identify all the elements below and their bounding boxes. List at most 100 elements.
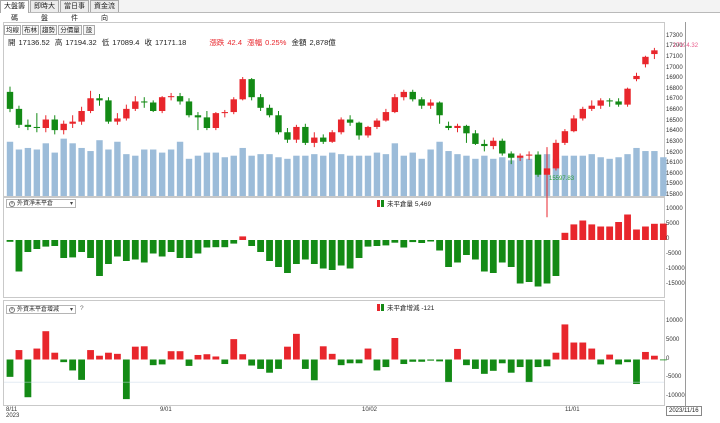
high-label: 高 — [54, 38, 63, 47]
oi-change-bar — [140, 346, 148, 360]
oi-change-bar — [579, 342, 587, 360]
oi-bar — [96, 240, 103, 276]
candle-body — [150, 102, 157, 111]
volume-bar — [552, 158, 560, 196]
subtab-price-volume[interactable]: 分價量 — [58, 25, 82, 35]
oi-change-bar — [543, 359, 551, 367]
volume-bar — [624, 154, 631, 196]
candle-body — [391, 97, 399, 113]
oi-change-bar — [328, 353, 336, 360]
subtab-ma[interactable]: 均線 — [4, 25, 21, 35]
price-y-tick: 16100 — [666, 160, 683, 167]
oi-change-bar — [122, 359, 130, 400]
volume-bar — [114, 141, 121, 196]
oi-change-bar — [212, 356, 220, 360]
oi-change-bar — [472, 359, 479, 369]
indicator2-close-icon[interactable]: × — [9, 307, 15, 313]
oi-y-tick: -15000 — [666, 281, 685, 287]
tab-realtime[interactable]: 即時大盤 — [30, 0, 59, 22]
oi-bar — [176, 240, 184, 258]
oi-bar — [543, 240, 551, 284]
indicator1-close-icon[interactable]: × — [9, 201, 15, 207]
candle-body — [597, 100, 604, 106]
volume-bar — [78, 147, 85, 196]
candle-body — [409, 91, 416, 100]
indicator1-select-label: 外資淨未平倉 — [17, 201, 54, 207]
legend-down-swatch — [381, 304, 384, 311]
oi-change-bar — [534, 359, 542, 368]
subtab-settings[interactable]: 設 — [83, 25, 95, 35]
volume-bar — [391, 143, 399, 196]
oi-bar — [651, 223, 658, 240]
oi-bar — [346, 240, 354, 269]
volume-bar — [445, 151, 452, 196]
volume-bar — [230, 155, 237, 196]
price-y-tick: 16700 — [666, 96, 683, 103]
candle-body — [114, 118, 121, 122]
volume-bar — [6, 141, 14, 196]
oi-change-bar — [355, 359, 363, 364]
candle-body — [463, 125, 470, 134]
pct-label: 漲幅 — [247, 38, 263, 47]
volume-bar — [185, 158, 193, 196]
indicator2-help-icon[interactable]: ? — [80, 305, 84, 312]
indicator2-legend-label: 未平倉增減 — [387, 305, 420, 312]
open-value: 17136.52 — [18, 38, 50, 47]
candle-body — [257, 97, 264, 108]
volume-bar — [642, 151, 649, 196]
oi-bar — [400, 240, 408, 248]
candle-body — [364, 126, 372, 136]
candle-body — [651, 50, 658, 55]
indicator1-legend: 未平倉量 5,469 — [377, 198, 431, 208]
volume-bar — [105, 149, 112, 196]
tab-events[interactable]: 當日事件 — [60, 0, 89, 22]
oi-bar — [194, 240, 202, 254]
volume-bar — [33, 149, 41, 196]
close-label: 收 — [144, 38, 153, 47]
oi-bar — [633, 229, 640, 240]
volume-bar — [516, 157, 524, 196]
candle-body — [6, 91, 14, 109]
volume-bar — [454, 154, 461, 196]
indicator1-select[interactable]: × 外資淨未平倉 ▾ — [6, 199, 76, 208]
volume-bar — [275, 157, 282, 196]
volume-bar — [499, 157, 506, 196]
oi-bar — [382, 240, 390, 246]
candle-body — [24, 124, 32, 127]
legend-up-swatch — [377, 200, 380, 207]
low-value: 17089.4 — [112, 38, 140, 47]
price-y-tick: 17300 — [666, 32, 683, 39]
tab-fund-flow[interactable]: 資金流向 — [90, 0, 119, 22]
candle-body — [221, 112, 228, 114]
candle-body — [534, 154, 542, 175]
volume-bar — [508, 160, 515, 196]
x-label-nov: 11/01 — [565, 407, 580, 413]
subtab-bollinger[interactable]: 布林 — [22, 25, 39, 35]
oi-bar — [498, 240, 506, 263]
candle-body — [436, 102, 443, 116]
candle-body — [481, 143, 488, 147]
oi-change-bar — [463, 359, 470, 366]
oi-change-bar — [525, 359, 533, 383]
candle-body — [132, 101, 139, 109]
volume-bar — [293, 155, 300, 196]
legend-down-swatch — [381, 200, 384, 207]
oi-change-bar — [454, 348, 461, 360]
oi-bar — [436, 240, 443, 251]
volume-bar — [15, 149, 23, 196]
oi-bar — [606, 226, 614, 240]
volume-bar — [472, 158, 479, 196]
tab-chips[interactable]: 大盤籌碼 — [0, 0, 29, 22]
oi-bar — [167, 240, 175, 252]
oi-change-bar — [266, 359, 273, 373]
pct-value: 0.25% — [265, 38, 287, 47]
indicator2-select[interactable]: × 外資未平倉增減 ▾ — [6, 305, 76, 314]
indicator2-select-label: 外資未平倉增減 — [17, 307, 60, 313]
oi-change-bar — [33, 348, 41, 360]
oi-change-bar — [221, 359, 229, 365]
candle-body — [78, 111, 85, 122]
volume-bar — [579, 155, 586, 196]
subtab-trend[interactable]: 趨勢 — [40, 25, 57, 35]
candle-body — [516, 155, 524, 158]
candle-body — [203, 117, 211, 128]
